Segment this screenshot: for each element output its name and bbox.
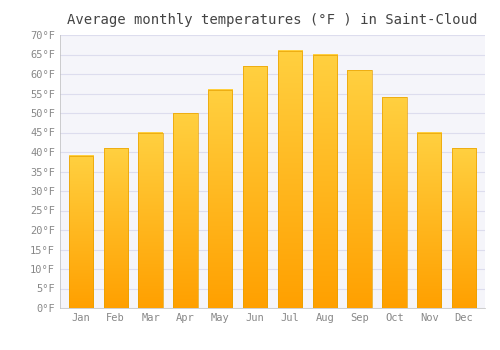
Bar [417, 133, 442, 308]
Bar [452, 148, 476, 308]
Bar [138, 133, 163, 308]
Bar [278, 51, 302, 308]
Title: Average monthly temperatures (°F ) in Saint-Cloud: Average monthly temperatures (°F ) in Sa… [68, 13, 478, 27]
Bar [104, 148, 128, 308]
Bar [208, 90, 233, 308]
Bar [348, 70, 372, 308]
Bar [68, 156, 93, 308]
Bar [243, 66, 268, 308]
Bar [312, 55, 337, 308]
Bar [173, 113, 198, 308]
Bar [382, 97, 406, 308]
